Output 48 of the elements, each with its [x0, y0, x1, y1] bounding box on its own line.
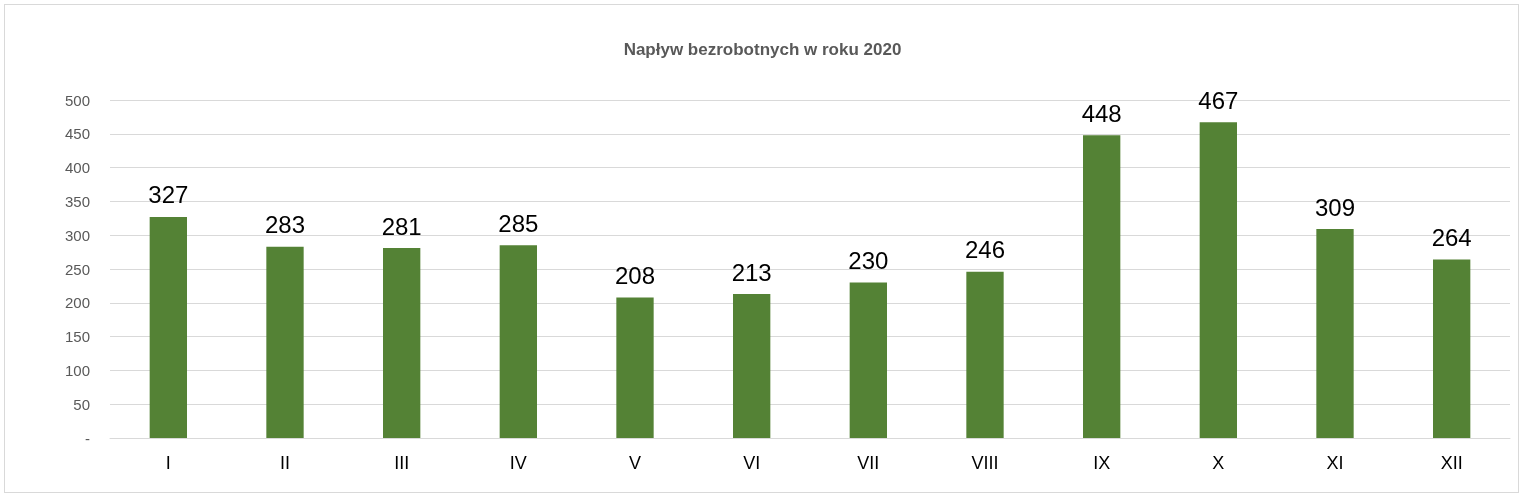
data-label: 264 — [1431, 224, 1472, 252]
y-tick-label: 300 — [64, 226, 90, 244]
y-tick-label: 450 — [64, 125, 90, 143]
y-tick-label: 400 — [64, 159, 90, 177]
bar — [1083, 135, 1121, 438]
data-label: 283 — [264, 211, 306, 239]
y-tick-label: - — [85, 429, 90, 447]
bar — [1316, 229, 1354, 438]
data-label: 213 — [731, 258, 772, 286]
x-tick-label: VI — [743, 453, 761, 473]
y-tick-label: 250 — [64, 260, 90, 278]
data-label: 285 — [498, 209, 539, 237]
bar — [266, 246, 304, 438]
bar — [966, 271, 1004, 438]
bar — [1433, 259, 1471, 438]
y-tick-label: 500 — [64, 91, 90, 109]
data-label: 246 — [964, 236, 1006, 264]
x-tick-label: V — [628, 453, 642, 473]
bar — [849, 282, 887, 438]
data-label: 309 — [1314, 193, 1356, 221]
bar — [733, 294, 771, 438]
data-label: 208 — [614, 261, 656, 289]
y-tick-label: 100 — [64, 361, 90, 379]
x-tick-label: II — [279, 453, 291, 473]
y-tick-label: 350 — [64, 192, 90, 210]
x-tick-label: III — [394, 453, 410, 473]
x-tick-label: XII — [1440, 453, 1463, 473]
y-tick-label: 150 — [64, 328, 90, 346]
bar — [149, 216, 187, 438]
bar — [383, 248, 421, 438]
data-label: 327 — [148, 181, 189, 209]
x-tick-label: XI — [1326, 453, 1344, 473]
y-tick-label: 200 — [64, 294, 90, 312]
bar — [1199, 122, 1237, 438]
x-tick-label: VII — [857, 453, 880, 473]
data-label: 467 — [1198, 86, 1239, 114]
data-label: 230 — [848, 247, 889, 275]
x-tick-label: I — [165, 453, 171, 473]
data-label: 281 — [381, 212, 422, 240]
bar — [616, 297, 654, 438]
y-tick-label: 50 — [73, 395, 90, 413]
chart-title: Napływ bezrobotnych w roku 2020 — [623, 40, 902, 59]
x-tick-label: IV — [509, 453, 527, 473]
x-tick-label: X — [1212, 453, 1225, 473]
x-tick-label: VIII — [971, 453, 999, 473]
data-label: 448 — [1081, 99, 1122, 127]
bar — [499, 245, 537, 438]
x-tick-label: IX — [1093, 453, 1111, 473]
